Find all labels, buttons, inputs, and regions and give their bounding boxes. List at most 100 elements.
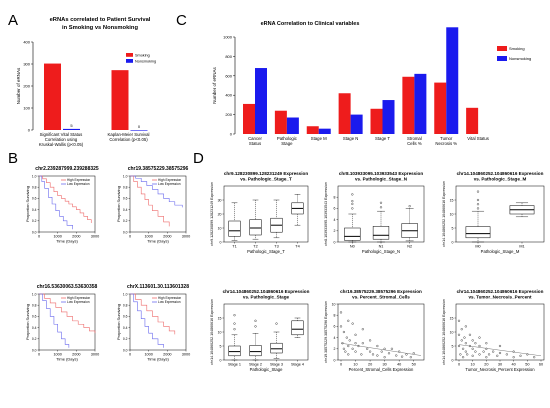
x-axis-label: Percent_Stromal_Cells Expression (349, 367, 414, 372)
scatter-point (533, 356, 536, 359)
scatter-point (457, 333, 461, 336)
x-axis-label: Pathologic_Stage (250, 367, 283, 372)
plot-title: vs. Pathologic_Stage_M (474, 177, 527, 182)
x-tick-label: 30 (498, 363, 502, 367)
scatter-point (471, 347, 474, 350)
outlier-point (476, 190, 480, 193)
x-tick-label: T3 (274, 245, 278, 249)
y-tick-label: 0.2 (123, 337, 128, 341)
scatter-point (342, 347, 345, 350)
scatter-point (464, 350, 467, 353)
y-tick-label: 2 (334, 229, 336, 233)
x-tick-label: T2 (253, 245, 257, 249)
outlier-point (379, 206, 383, 209)
category-label: Significant Vital Status (40, 132, 83, 137)
legend-label: Nonsmoking (509, 56, 531, 61)
y-tick-label: 0 (334, 358, 336, 362)
survival-curve-high-expression (39, 293, 96, 334)
box (249, 219, 262, 236)
plot-title: chr19.38575229.38575296 Expression (340, 289, 422, 294)
scatter-point (471, 354, 474, 357)
scatter-point (354, 333, 357, 336)
y-tick-label: 0.4 (123, 326, 128, 330)
scatter-point (482, 350, 485, 353)
legend-swatch (497, 56, 507, 61)
x-tick-label: 0 (340, 363, 342, 367)
plot-title: chrX.113601.30.113601328 (127, 284, 189, 290)
outlier-point (476, 198, 480, 202)
legend-label: High Expression (67, 178, 90, 182)
x-tick-label: Stage 2 (249, 363, 262, 367)
scatter-point (478, 344, 481, 348)
box (344, 227, 361, 241)
y-tick-label: 15 (450, 198, 454, 202)
category-label: Kruskal-Wallis (p<0.05) (39, 142, 84, 147)
bar-data-label: 5 (70, 123, 73, 128)
y-tick-label: 0.0 (32, 230, 37, 234)
plot-frame (38, 175, 96, 233)
scatter-plot: chr14.104860252.104860616 Expressionvs. … (442, 289, 545, 372)
legend-swatch (126, 53, 133, 57)
y-tick-label: 10 (450, 212, 454, 216)
scatter-point (487, 353, 491, 356)
scatter-point (376, 344, 379, 348)
outlier-point (351, 207, 354, 210)
y-tick-label: 5 (452, 344, 454, 348)
outlier-point (275, 322, 278, 325)
outlier-point (351, 200, 354, 203)
x-tick-label: Stage 1 (228, 363, 241, 367)
y-tick-label: 1.0 (32, 174, 37, 178)
y-tick-label: 6 (334, 325, 336, 329)
scatter-point (371, 353, 375, 356)
survival-curve-low-expression (130, 175, 183, 208)
legend-label: High Expression (158, 178, 181, 182)
y-tick-label: 8 (334, 314, 336, 318)
scatter-point (512, 356, 515, 359)
y-tick-label: 0 (230, 132, 233, 137)
panel-letter-c: C (176, 12, 187, 29)
scatter-point (464, 342, 467, 345)
y-axis-label: Proportion Surviving (116, 186, 121, 222)
bar-smoking (466, 107, 479, 134)
y-tick-label: 0.0 (123, 348, 128, 352)
box (465, 226, 491, 239)
y-tick-label: 10 (218, 226, 222, 230)
scatter-point (526, 353, 529, 356)
scatter-point (462, 356, 465, 359)
x-tick-label: 40 (397, 363, 401, 367)
survival-curve-low-expression (39, 293, 70, 348)
outlier-point (233, 314, 236, 317)
y-tick-label: 0 (452, 358, 454, 362)
panel-letter-a: A (8, 12, 18, 29)
x-tick-label: 0 (38, 353, 40, 357)
bar-smoking (434, 82, 447, 134)
x-tick-label: 0 (129, 353, 131, 357)
scatter-point (471, 339, 474, 342)
y-axis-label: chr14.104860252.104860616 Expression (442, 181, 446, 247)
scatter-point (462, 347, 465, 350)
category-label: Status (249, 141, 261, 146)
bar-nonsmoking (350, 114, 363, 134)
y-axis-label: Proportion Surviving (116, 304, 121, 340)
scatter-point (339, 325, 343, 328)
scatter-point (485, 342, 488, 345)
y-tick-label: 2 (334, 347, 336, 351)
scatter-point (474, 342, 477, 345)
y-tick-label: 200 (23, 84, 30, 89)
x-tick-label: N0 (350, 245, 355, 249)
x-tick-label: T1 (232, 245, 236, 249)
scatter-point (347, 353, 350, 356)
scatter-point (512, 350, 515, 353)
y-tick-label: 0.4 (32, 208, 37, 212)
scatter-point (460, 339, 463, 342)
scatter-point (398, 350, 401, 353)
category-label: Stage (281, 141, 293, 146)
trend-line (340, 342, 422, 356)
plot-title: chr14.104860252.104860616 Expression (457, 289, 544, 294)
scatter-point (354, 350, 357, 353)
y-tick-label: 20 (218, 212, 222, 216)
x-axis-label: Time (Days) (56, 239, 78, 244)
x-tick-label: 0 (38, 235, 40, 239)
scatter-point (459, 353, 462, 356)
x-tick-label: 50 (525, 363, 529, 367)
